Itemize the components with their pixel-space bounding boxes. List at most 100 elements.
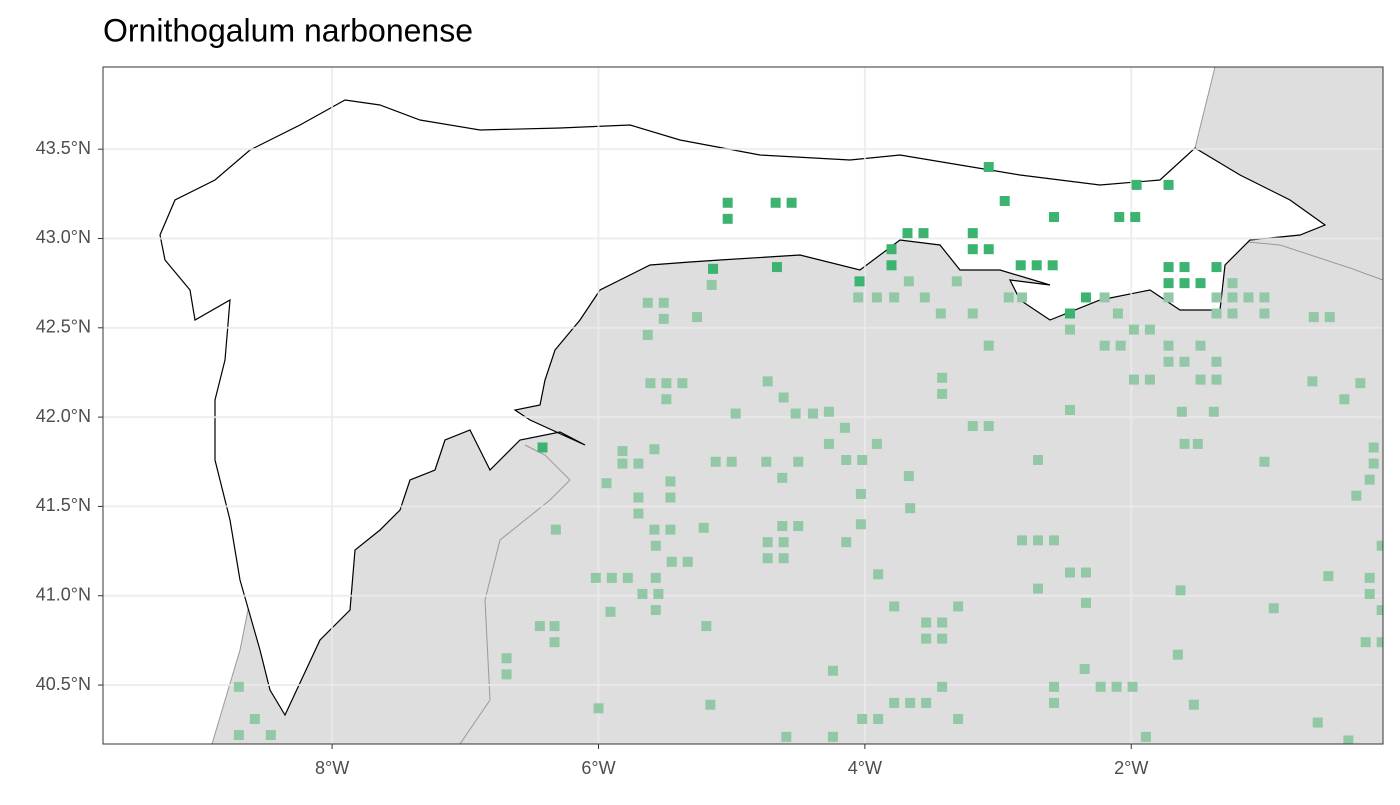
occurrence-point (1195, 340, 1206, 351)
occurrence-point (1064, 308, 1075, 319)
x-tick-label: 4°W (848, 758, 882, 778)
occurrence-point (1360, 637, 1371, 648)
occurrence-point (1163, 340, 1174, 351)
occurrence-point (839, 422, 850, 433)
y-tick-label: 43.5°N (36, 138, 91, 158)
occurrence-point (953, 713, 964, 724)
occurrence-point (886, 260, 897, 271)
occurrence-point (617, 458, 628, 469)
y-tick-label: 42.0°N (36, 406, 91, 426)
occurrence-point (786, 197, 797, 208)
occurrence-point (762, 537, 773, 548)
occurrence-point (1163, 179, 1174, 190)
occurrence-point (1259, 456, 1270, 467)
occurrence-point (777, 521, 788, 532)
occurrence-point (730, 408, 741, 419)
occurrence-point (601, 478, 612, 489)
y-tick-label: 40.5°N (36, 674, 91, 694)
occurrence-point (778, 553, 789, 564)
occurrence-point (762, 376, 773, 387)
occurrence-point (1227, 278, 1238, 289)
occurrence-point (857, 454, 868, 465)
occurrence-point (1163, 262, 1174, 273)
occurrence-point (233, 730, 244, 741)
occurrence-point (658, 313, 669, 324)
occurrence-point (1259, 308, 1270, 319)
occurrence-point (249, 713, 260, 724)
occurrence-point (778, 392, 789, 403)
occurrence-point (1308, 312, 1319, 323)
occurrence-point (1339, 394, 1350, 405)
occurrence-point (905, 503, 916, 514)
occurrence-point (1031, 260, 1042, 271)
points (233, 162, 1383, 744)
occurrence-point (1131, 179, 1142, 190)
occurrence-point (1227, 292, 1238, 303)
occurrence-point (1179, 278, 1190, 289)
occurrence-point (1144, 324, 1155, 335)
occurrence-point (1017, 535, 1028, 546)
occurrence-point (902, 228, 913, 239)
occurrence-point (1163, 356, 1174, 367)
occurrence-point (233, 681, 244, 692)
border-line (459, 444, 571, 744)
occurrence-point (1211, 292, 1222, 303)
grid (103, 67, 1383, 744)
occurrence-point (1033, 454, 1044, 465)
occurrence-point (665, 492, 676, 503)
occurrence-point (649, 524, 660, 535)
occurrence-point (1188, 699, 1199, 710)
occurrence-point (1376, 540, 1383, 551)
occurrence-point (871, 292, 882, 303)
occurrence-point (1095, 681, 1106, 692)
occurrence-point (1111, 681, 1122, 692)
occurrence-point (1127, 681, 1138, 692)
occurrence-point (983, 421, 994, 432)
x-tick-label: 2°W (1114, 758, 1148, 778)
occurrence-point (999, 195, 1010, 206)
occurrence-point (1355, 378, 1366, 389)
occurrence-point (1064, 567, 1075, 578)
occurrence-point (1033, 535, 1044, 546)
x-tick-label: 6°W (581, 758, 615, 778)
occurrence-point (1268, 603, 1279, 614)
occurrence-point (1047, 260, 1058, 271)
occurrence-point (706, 279, 717, 290)
occurrence-point (1080, 567, 1091, 578)
occurrence-point (937, 633, 948, 644)
occurrence-point (889, 697, 900, 708)
occurrence-point (771, 262, 782, 273)
occurrence-point (1259, 292, 1270, 303)
occurrence-point (501, 669, 512, 680)
occurrence-point (1175, 585, 1186, 596)
border-line (1224, 239, 1383, 281)
occurrence-point (857, 713, 868, 724)
occurrence-point (606, 572, 617, 583)
occurrence-point (781, 731, 792, 742)
occurrence-point (666, 556, 677, 567)
occurrence-point (1307, 376, 1318, 387)
chart-title: Ornithogalum narbonense (103, 12, 473, 48)
occurrence-point (1080, 597, 1091, 608)
occurrence-point (1368, 458, 1379, 469)
occurrence-point (726, 456, 737, 467)
occurrence-point (705, 699, 716, 710)
occurrence-point (692, 312, 703, 323)
occurrence-point (1140, 731, 1151, 742)
occurrence-point (937, 617, 948, 628)
occurrence-point (650, 572, 661, 583)
occurrence-point (1179, 356, 1190, 367)
occurrence-point (793, 456, 804, 467)
occurrence-point (1179, 438, 1190, 449)
occurrence-point (1351, 490, 1362, 501)
occurrence-point (1049, 697, 1060, 708)
occurrence-point (918, 228, 929, 239)
occurrence-point (1033, 583, 1044, 594)
occurrence-point (549, 637, 560, 648)
occurrence-point (967, 228, 978, 239)
occurrence-point (827, 665, 838, 676)
occurrence-point (1114, 212, 1125, 223)
occurrence-point (1376, 605, 1383, 616)
occurrence-point (501, 653, 512, 664)
